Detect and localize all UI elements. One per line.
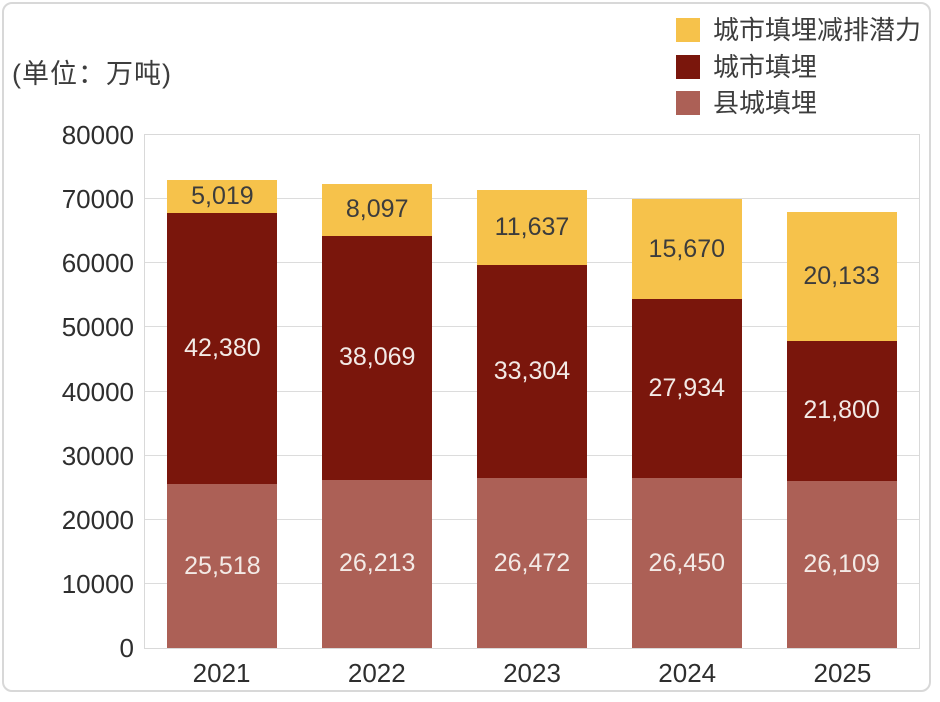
bar-segment: 26,472	[476, 478, 587, 648]
bar-segment: 26,450	[631, 478, 742, 648]
y-axis-tick: 10000	[61, 568, 134, 599]
y-axis-tick: 60000	[61, 248, 134, 279]
stacked-bar: 26,109 21,800 20,133	[786, 211, 897, 648]
legend-swatch	[675, 91, 700, 116]
bar-segment: 25,518	[167, 484, 278, 648]
x-axis-label: 2023	[503, 658, 561, 688]
bar-column: 26,213 38,069 8,097	[300, 183, 455, 648]
bar-segment: 33,304	[476, 264, 587, 479]
legend-label: 县城填埋	[712, 88, 817, 119]
legend-swatch	[675, 18, 700, 43]
x-axis-label: 2022	[347, 658, 406, 688]
stacked-bar: 25,518 42,380 5,019	[167, 180, 278, 648]
stacked-bar: 26,450 27,934 15,670	[631, 198, 742, 648]
bar-segment: 42,380	[167, 212, 278, 485]
x-axis-label: 2021	[192, 658, 251, 688]
x-axis: 2021 2022 2023 2024 2025	[144, 658, 920, 689]
bars-container: 25,518 42,380 5,019 26,213 38,069 8,097 26,472…	[145, 135, 919, 648]
bar-segment: 11,637	[476, 190, 587, 265]
y-axis-tick: 80000	[61, 120, 134, 150]
legend-label: 城市填埋减排潜力	[712, 15, 921, 45]
bar-segment: 21,800	[786, 340, 897, 481]
legend-row: 城市填埋	[675, 51, 921, 82]
x-axis-label: 2025	[813, 658, 872, 688]
bar-segment: 5,019	[167, 180, 278, 213]
bar-segment: 38,069	[322, 235, 433, 480]
bar-segment: 26,213	[322, 479, 433, 648]
y-axis: 0 10000 20000 30000 40000 50000 60000 70000 8000…	[4, 120, 134, 663]
y-axis-tick: 20000	[61, 504, 134, 535]
legend-swatch	[675, 54, 700, 79]
bar-column: 25,518 42,380 5,019	[145, 180, 300, 648]
bar-column: 26,450 27,934 15,670	[609, 198, 764, 648]
bar-segment: 15,670	[631, 198, 742, 300]
legend-row: 城市填埋减排潜力	[675, 15, 921, 45]
bar-segment: 27,934	[631, 299, 742, 479]
x-axis-label: 2024	[658, 658, 717, 688]
y-axis-tick: 50000	[61, 312, 134, 343]
bar-segment: 20,133	[786, 211, 897, 341]
y-axis-tick: 70000	[61, 184, 134, 215]
bar-segment: 26,109	[786, 480, 897, 648]
y-axis-tick: 30000	[61, 440, 134, 471]
plot-area: 25,518 42,380 5,019 26,213 38,069 8,097 26,472…	[144, 134, 920, 649]
y-axis-tick: 0	[119, 633, 134, 663]
bar-column: 26,109 21,800 20,133	[764, 211, 919, 648]
stacked-bar: 26,213 38,069 8,097	[322, 183, 433, 648]
unit-label: (单位：万吨)	[12, 59, 172, 89]
legend-label: 城市填埋	[712, 51, 817, 82]
chart-card: (单位：万吨) 城市填埋减排潜力 城市填埋县城填埋 0 10000 20000 3000…	[2, 2, 931, 692]
legend: 城市填埋减排潜力 城市填埋县城填埋	[675, 15, 921, 119]
bar-segment: 8,097	[322, 183, 433, 236]
stacked-bar: 26,472 33,304 11,637	[476, 190, 587, 648]
bar-column: 26,472 33,304 11,637	[455, 190, 610, 648]
legend-row: 县城填埋	[675, 88, 921, 119]
y-axis-tick: 40000	[61, 376, 134, 407]
